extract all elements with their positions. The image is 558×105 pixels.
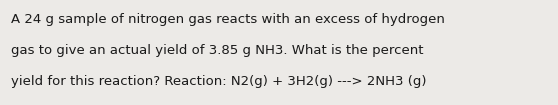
Text: yield for this reaction? Reaction: N2(g) + 3H2(g) ---> 2NH3 (g): yield for this reaction? Reaction: N2(g)… [11,75,427,88]
Text: gas to give an actual yield of 3.85 g NH3. What is the percent: gas to give an actual yield of 3.85 g NH… [11,44,424,57]
Text: A 24 g sample of nitrogen gas reacts with an excess of hydrogen: A 24 g sample of nitrogen gas reacts wit… [11,13,445,26]
